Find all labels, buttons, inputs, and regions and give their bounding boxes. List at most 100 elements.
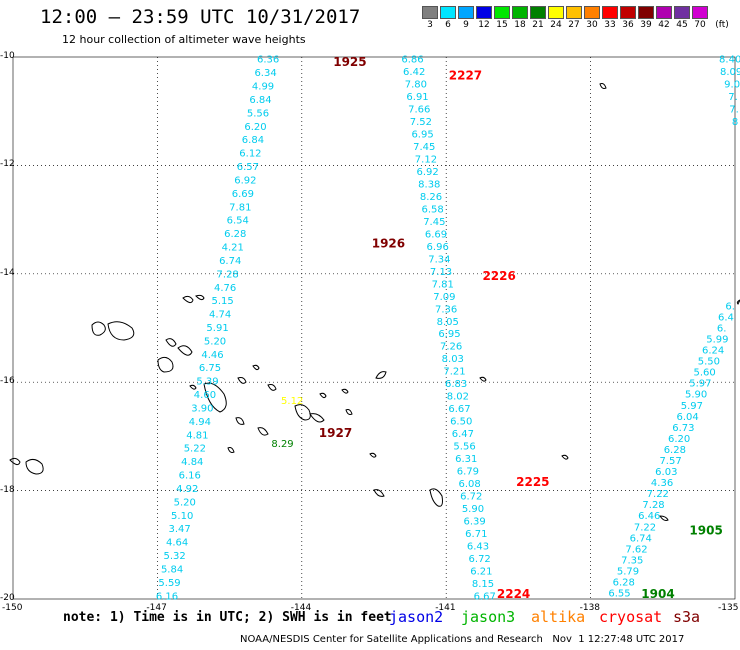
- swh-value: 6.57: [237, 162, 259, 173]
- longitude-label: -147: [146, 603, 167, 613]
- legend-swatch: [620, 6, 636, 19]
- island-shape: [341, 388, 349, 394]
- swh-value: 7.35: [621, 555, 643, 566]
- swh-value: 6.84: [242, 135, 264, 146]
- swh-value: 6.79: [457, 467, 479, 478]
- swh-value: 4.99: [252, 82, 274, 93]
- legend-label: 3: [427, 20, 433, 30]
- legend-label: 27: [568, 20, 580, 30]
- legend-label: 24: [550, 20, 562, 30]
- swh-value: 4.74: [209, 310, 231, 321]
- island-shape: [9, 457, 21, 466]
- island-shape: [373, 489, 385, 497]
- legend-label: 70: [694, 20, 706, 30]
- island-shape: [237, 377, 247, 384]
- graticule: [13, 57, 735, 599]
- pass-time-label: 2225: [516, 475, 549, 489]
- swh-value: 5.97: [681, 401, 703, 412]
- legend-label: 45: [676, 20, 688, 30]
- legend-swatch: [692, 6, 708, 19]
- legend-label: 33: [604, 20, 616, 30]
- island-shape: [189, 384, 197, 390]
- swh-value: 7.22: [634, 522, 656, 533]
- legend-label: 6: [445, 20, 451, 30]
- swh-value: 3.47: [169, 524, 191, 535]
- island-shape: [429, 488, 443, 507]
- map-subtitle: 12 hour collection of altimeter wave hei…: [62, 33, 306, 46]
- swh-value: 5.39: [196, 377, 218, 388]
- swh-value: 7.52: [410, 117, 432, 128]
- island-shape: [165, 338, 177, 347]
- swh-value: 4.84: [181, 457, 203, 468]
- swh-value: 7.80: [405, 80, 427, 91]
- swh-value: 6.: [725, 301, 735, 312]
- swh-value: 6.95: [438, 329, 460, 340]
- legend-label: 9: [463, 20, 469, 30]
- track-1905-right-top: 8.408.099.07.7.8: [719, 55, 740, 128]
- swh-value: 6.92: [234, 175, 256, 186]
- swh-value: 7.81: [229, 202, 251, 213]
- swh-value: 6.67: [448, 404, 470, 415]
- swh-value: 6.55: [608, 589, 630, 600]
- satellite-name: cryosat: [599, 608, 663, 626]
- track-1925-west: 6.36 6.34 4.99 6.84 5.56 6.20 6.84 6.12 6.57 6.92…: [156, 55, 279, 603]
- swh-value: 6.92: [416, 167, 438, 178]
- island-shape: [252, 364, 260, 371]
- legend-label: 18: [514, 20, 526, 30]
- swh-value: 5.90: [462, 504, 484, 515]
- island-shape: [319, 392, 327, 399]
- latitude-label: -12: [0, 159, 15, 170]
- swh-value: 5.97: [689, 379, 711, 390]
- island-shape: [203, 382, 227, 413]
- swh-value: 6.12: [239, 149, 261, 160]
- island-shape: [479, 376, 487, 382]
- swh-value: 6.71: [465, 529, 487, 540]
- swh-value: 5.56: [453, 442, 475, 453]
- island-outlines: [9, 83, 740, 521]
- swh-value: 8.26: [420, 192, 442, 203]
- track-2227-east: 6.866.427.806.917.667.526.957.457.126.92…: [401, 55, 495, 603]
- swh-value: 7.: [729, 105, 739, 116]
- swh-value: 4.60: [194, 390, 216, 401]
- pass-time-label: 2227: [449, 68, 482, 82]
- swh-value: 6.95: [411, 130, 433, 141]
- longitude-label: -150: [2, 603, 23, 613]
- legend-label: 36: [622, 20, 634, 30]
- swh-value: 6.67: [474, 591, 496, 602]
- swh-value: 6.34: [254, 68, 276, 79]
- swh-value: 6.58: [422, 204, 444, 215]
- swh-value: 8.38: [418, 179, 440, 190]
- map-title: 12:00 – 23:59 UTC 10/31/2017: [40, 6, 361, 28]
- swh-value: 8.40: [719, 55, 740, 66]
- pass-time-labels: 1925 2227 1926 2226 1927 2225 1905 1904 2224: [319, 55, 723, 601]
- legend-label: 39: [640, 20, 652, 30]
- legend-swatch: [440, 6, 456, 19]
- legend-swatch: [422, 6, 438, 19]
- swh-value: 7.81: [432, 279, 454, 290]
- swh-value: 5.90: [685, 390, 707, 401]
- swh-value: 5.15: [211, 296, 233, 307]
- swh-value: 6.91: [406, 92, 428, 103]
- swh-value: 5.22: [184, 444, 206, 455]
- pass-time-label: 1927: [319, 426, 352, 440]
- swh-value: 7.28: [642, 500, 664, 511]
- island-shape: [257, 427, 269, 436]
- swh-value: 7.21: [443, 367, 465, 378]
- swh-value: 4.36: [651, 478, 673, 489]
- swh-value: 4.64: [166, 538, 188, 549]
- swh-value: 7.57: [659, 456, 681, 467]
- latitude-label: -10: [0, 51, 15, 61]
- swh-value: 6.03: [655, 467, 677, 478]
- satellite-name: altika: [531, 608, 586, 626]
- pass-time-label: 1926: [372, 236, 405, 250]
- swh-value: 6.47: [452, 429, 474, 440]
- swh-value: 7.66: [408, 105, 430, 116]
- legend-swatch: [674, 6, 690, 19]
- legend-swatch: [656, 6, 672, 19]
- legend-swatch: [602, 6, 618, 19]
- swh-value: 5.32: [163, 551, 185, 562]
- footer-credit: NOAA/NESDIS Center for Satellite Applica…: [240, 634, 685, 645]
- swh-value: 8.03: [442, 354, 464, 365]
